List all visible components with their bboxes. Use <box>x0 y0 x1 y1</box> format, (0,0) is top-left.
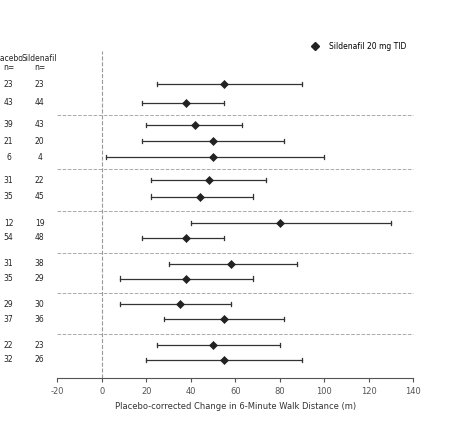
Text: 4: 4 <box>37 153 42 162</box>
Text: 20: 20 <box>35 136 45 146</box>
Text: 45: 45 <box>35 192 45 201</box>
Text: 30: 30 <box>35 300 45 309</box>
Text: 23: 23 <box>35 80 45 89</box>
Text: 22: 22 <box>4 340 13 349</box>
Text: 22: 22 <box>35 176 45 185</box>
Text: 23: 23 <box>35 340 45 349</box>
Text: n=: n= <box>34 63 45 72</box>
Text: 29: 29 <box>35 274 45 283</box>
Text: 31: 31 <box>4 176 13 185</box>
Text: 37: 37 <box>4 314 13 324</box>
Text: 21: 21 <box>4 136 13 146</box>
Text: 36: 36 <box>35 314 45 324</box>
Text: 19: 19 <box>35 218 45 228</box>
Text: 43: 43 <box>4 98 13 107</box>
Text: 31: 31 <box>4 259 13 268</box>
Text: 23: 23 <box>4 80 13 89</box>
Text: 35: 35 <box>4 192 13 201</box>
Text: 38: 38 <box>35 259 45 268</box>
Text: Sildenafil: Sildenafil <box>22 54 57 63</box>
Text: 35: 35 <box>4 274 13 283</box>
Text: 44: 44 <box>35 98 45 107</box>
Text: n=: n= <box>3 63 14 72</box>
Text: 48: 48 <box>35 233 45 242</box>
X-axis label: Placebo-corrected Change in 6-Minute Walk Distance (m): Placebo-corrected Change in 6-Minute Wal… <box>115 402 356 411</box>
Text: 12: 12 <box>4 218 13 228</box>
Text: 6: 6 <box>6 153 11 162</box>
Text: 26: 26 <box>35 355 45 364</box>
Text: Placebo: Placebo <box>0 54 23 63</box>
Text: 32: 32 <box>4 355 13 364</box>
Text: 29: 29 <box>4 300 13 309</box>
Text: 43: 43 <box>35 120 45 129</box>
Text: 39: 39 <box>4 120 13 129</box>
Legend: Sildenafil 20 mg TID: Sildenafil 20 mg TID <box>304 38 409 54</box>
Text: 54: 54 <box>4 233 13 242</box>
